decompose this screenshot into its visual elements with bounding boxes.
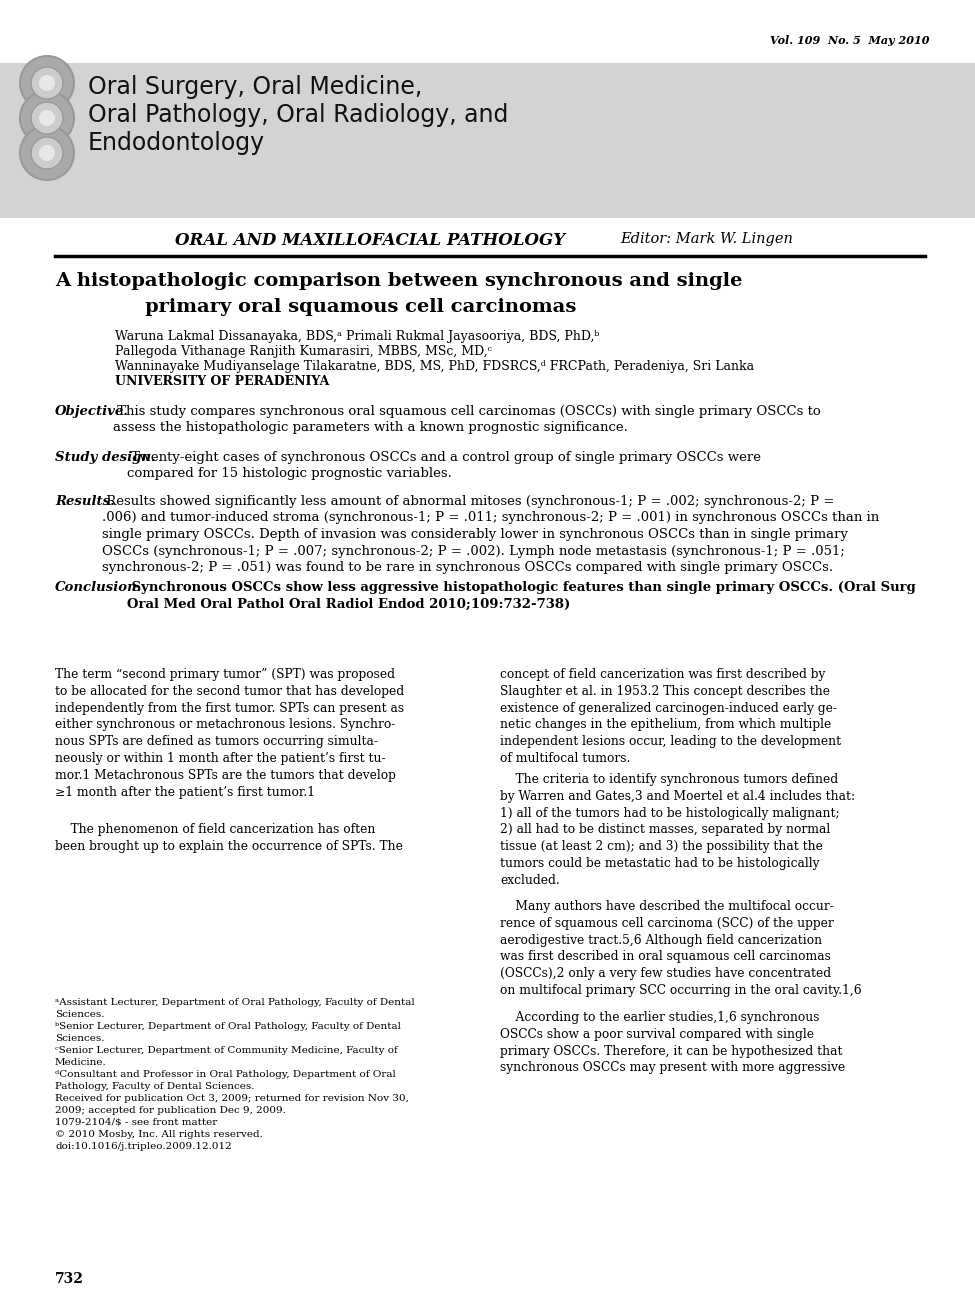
Text: According to the earlier studies,1,6 synchronous
OSCCs show a poor survival comp: According to the earlier studies,1,6 syn… — [500, 1011, 845, 1074]
Text: Endodontology: Endodontology — [88, 130, 265, 155]
Text: primary oral squamous cell carcinomas: primary oral squamous cell carcinomas — [145, 298, 576, 316]
Text: This study compares synchronous oral squamous cell carcinomas (OSCCs) with singl: This study compares synchronous oral squ… — [113, 405, 821, 435]
Text: Twenty-eight cases of synchronous OSCCs and a control group of single primary OS: Twenty-eight cases of synchronous OSCCs … — [127, 452, 761, 480]
Text: The criteria to identify synchronous tumors defined
by Warren and Gates,3 and Mo: The criteria to identify synchronous tum… — [500, 773, 855, 887]
Circle shape — [31, 102, 63, 134]
Text: Study design.: Study design. — [55, 452, 156, 465]
Text: Oral Surgery, Oral Medicine,: Oral Surgery, Oral Medicine, — [88, 74, 422, 99]
Text: Conclusion.: Conclusion. — [55, 581, 142, 594]
Circle shape — [39, 145, 55, 161]
Circle shape — [20, 91, 74, 145]
Circle shape — [31, 67, 63, 99]
Text: Medicine.: Medicine. — [55, 1058, 106, 1067]
Text: Wanninayake Mudiyanselage Tilakaratne, BDS, MS, PhD, FDSRCS,ᵈ FRCPath, Peradeniy: Wanninayake Mudiyanselage Tilakaratne, B… — [115, 360, 754, 373]
Text: Results showed significantly less amount of abnormal mitoses (synchronous-1; P =: Results showed significantly less amount… — [102, 495, 879, 574]
Text: Sciences.: Sciences. — [55, 1010, 104, 1019]
Text: A histopathologic comparison between synchronous and single: A histopathologic comparison between syn… — [55, 271, 742, 290]
Circle shape — [31, 137, 63, 170]
Circle shape — [20, 127, 74, 180]
Text: ᵃAssistant Lecturer, Department of Oral Pathology, Faculty of Dental: ᵃAssistant Lecturer, Department of Oral … — [55, 998, 414, 1007]
Text: Pathology, Faculty of Dental Sciences.: Pathology, Faculty of Dental Sciences. — [55, 1082, 254, 1091]
Text: 2009; accepted for publication Dec 9, 2009.: 2009; accepted for publication Dec 9, 20… — [55, 1107, 286, 1114]
Text: Waruna Lakmal Dissanayaka, BDS,ᵃ Primali Rukmal Jayasooriya, BDS, PhD,ᵇ: Waruna Lakmal Dissanayaka, BDS,ᵃ Primali… — [115, 330, 600, 343]
Text: ᵈConsultant and Professor in Oral Pathology, Department of Oral: ᵈConsultant and Professor in Oral Pathol… — [55, 1070, 396, 1079]
Text: Results.: Results. — [55, 495, 115, 508]
Text: Sciences.: Sciences. — [55, 1034, 104, 1043]
FancyBboxPatch shape — [0, 63, 975, 218]
Text: doi:10.1016/j.tripleo.2009.12.012: doi:10.1016/j.tripleo.2009.12.012 — [55, 1142, 232, 1151]
Text: © 2010 Mosby, Inc. All rights reserved.: © 2010 Mosby, Inc. All rights reserved. — [55, 1130, 263, 1139]
Text: Oral Pathology, Oral Radiology, and: Oral Pathology, Oral Radiology, and — [88, 103, 508, 127]
Text: Many authors have described the multifocal occur-
rence of squamous cell carcino: Many authors have described the multifoc… — [500, 900, 862, 997]
Circle shape — [20, 56, 74, 110]
Text: The phenomenon of field cancerization has often
been brought up to explain the o: The phenomenon of field cancerization ha… — [55, 823, 403, 852]
Text: UNIVERSITY OF PERADENIYA: UNIVERSITY OF PERADENIYA — [115, 375, 330, 388]
Text: 732: 732 — [55, 1272, 84, 1285]
Text: Vol. 109  No. 5  May 2010: Vol. 109 No. 5 May 2010 — [770, 35, 930, 46]
Text: 1079-2104/$ - see front matter: 1079-2104/$ - see front matter — [55, 1118, 217, 1128]
Text: Editor: Mark W. Lingen: Editor: Mark W. Lingen — [620, 232, 793, 247]
Text: The term “second primary tumor” (SPT) was proposed
to be allocated for the secon: The term “second primary tumor” (SPT) wa… — [55, 668, 404, 799]
Text: ᶜSenior Lecturer, Department of Community Medicine, Faculty of: ᶜSenior Lecturer, Department of Communit… — [55, 1047, 398, 1054]
Circle shape — [39, 110, 55, 127]
Circle shape — [39, 74, 55, 91]
Text: Received for publication Oct 3, 2009; returned for revision Nov 30,: Received for publication Oct 3, 2009; re… — [55, 1094, 409, 1103]
Text: ORAL AND MAXILLOFACIAL PATHOLOGY: ORAL AND MAXILLOFACIAL PATHOLOGY — [175, 232, 566, 249]
Text: Pallegoda Vithanage Ranjith Kumarasiri, MBBS, MSc, MD,ᶜ: Pallegoda Vithanage Ranjith Kumarasiri, … — [115, 345, 492, 358]
Text: concept of field cancerization was first described by
Slaughter et al. in 1953.2: concept of field cancerization was first… — [500, 668, 841, 765]
Text: ᵇSenior Lecturer, Department of Oral Pathology, Faculty of Dental: ᵇSenior Lecturer, Department of Oral Pat… — [55, 1022, 401, 1031]
Text: Objective.: Objective. — [55, 405, 129, 418]
Text: Synchronous OSCCs show less aggressive histopathologic features than single prim: Synchronous OSCCs show less aggressive h… — [127, 581, 916, 611]
